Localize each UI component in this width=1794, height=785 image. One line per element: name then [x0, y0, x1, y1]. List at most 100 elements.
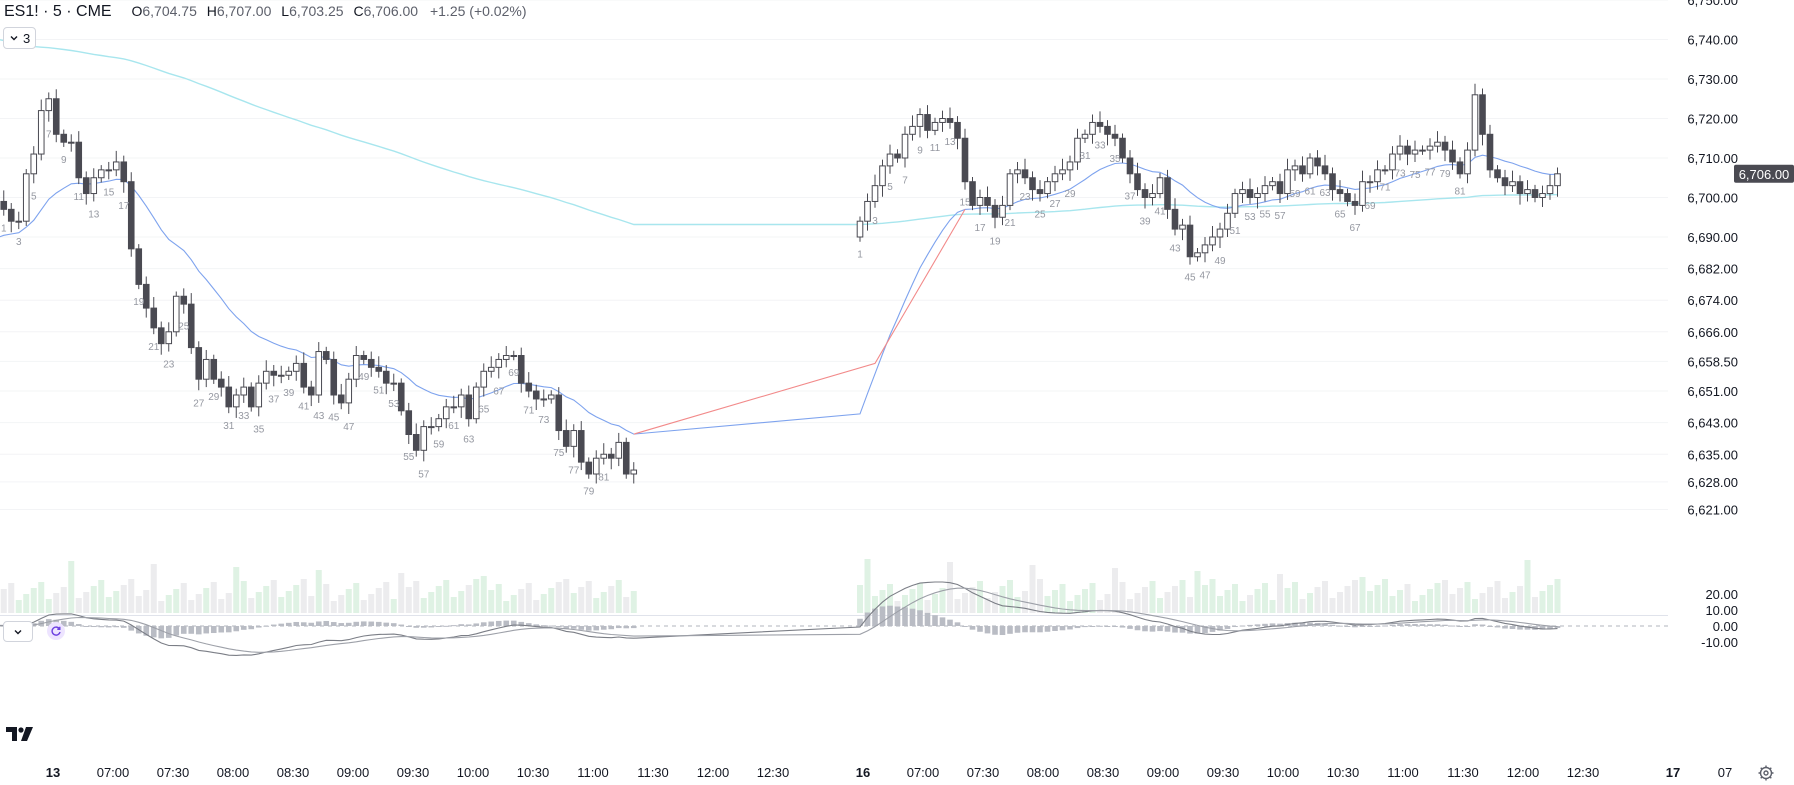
- symbol-title[interactable]: ES1! · 5 · CME: [4, 3, 112, 20]
- macd-histogram-bar: [1232, 626, 1238, 628]
- price-axis[interactable]: 6,750.00 6,740.00 6,730.00 6,720.00 6,710.00…: [1687, 0, 1738, 518]
- macd-histogram-bar: [150, 626, 157, 638]
- candle-body: [1231, 193, 1239, 214]
- candle-body: [1074, 137, 1081, 163]
- candle-body: [924, 114, 931, 131]
- candle-body: [480, 370, 488, 388]
- bar-count-label: 57: [418, 469, 430, 480]
- time-tick-label: 08:30: [277, 765, 310, 780]
- volume-bar: [1007, 580, 1013, 613]
- candle-body: [292, 362, 300, 372]
- macd-histogram-bar: [939, 617, 946, 626]
- volume-bar: [570, 593, 577, 613]
- macd-pane-toggle-button[interactable]: [3, 621, 33, 642]
- candle-body: [352, 355, 360, 380]
- volume-bar: [338, 595, 345, 613]
- volume-bar: [360, 600, 367, 613]
- volume-bar: [1442, 580, 1448, 613]
- macd-histogram-bar: [1277, 623, 1283, 626]
- volume-bar: [510, 595, 517, 613]
- macd-histogram-bar: [255, 626, 262, 628]
- candle-body: [1419, 149, 1426, 152]
- macd-histogram-bar: [510, 620, 517, 626]
- volume-bar: [1157, 598, 1163, 613]
- bar-count-label: 77: [568, 465, 580, 476]
- macd-histogram-bar: [383, 622, 390, 626]
- macd-histogram-bar: [917, 610, 923, 626]
- bar-count-label: 3: [16, 237, 22, 248]
- macd-histogram-bar: [1524, 626, 1531, 630]
- volume-bar: [150, 564, 157, 613]
- candle-body: [1329, 173, 1336, 191]
- macd-histogram-bar: [1089, 626, 1096, 627]
- volume-bar: [15, 600, 22, 613]
- macd-histogram-bar: [495, 620, 502, 626]
- volume-bar: [233, 567, 240, 613]
- candle-body: [112, 161, 120, 171]
- macd-histogram-bar: [120, 626, 127, 628]
- indicators-collapse-button[interactable]: 3: [3, 27, 37, 49]
- macd-refresh-button[interactable]: [47, 622, 65, 640]
- candle-body: [15, 220, 23, 223]
- macd-histogram-bar: [1329, 624, 1336, 626]
- volume-bar: [465, 585, 472, 613]
- candle-body: [90, 177, 98, 195]
- candle-body: [330, 358, 338, 396]
- candle-body: [1494, 169, 1501, 179]
- volume-bar: [38, 582, 45, 613]
- macd-histogram-bar: [879, 606, 886, 626]
- volume-bar: [23, 594, 30, 613]
- macd-histogram-bar: [540, 625, 547, 627]
- time-tick-label: 17: [1666, 765, 1680, 780]
- macd-histogram-bar: [924, 612, 931, 626]
- macd-tick-label: 20.00: [1705, 587, 1738, 602]
- macd-histogram-bar: [932, 615, 938, 626]
- volume-bar: [1329, 598, 1336, 613]
- time-tick-label: 07:00: [907, 765, 940, 780]
- bar-count-label: 15: [959, 198, 971, 209]
- candle-body: [75, 141, 83, 179]
- volume-bar: [135, 596, 142, 613]
- price-tick-label: 6,720.00: [1687, 112, 1738, 127]
- time-axis[interactable]: 13 07:00 07:30 08:00 08:30 09:00 09:30 10:00 10:…: [46, 765, 1732, 780]
- bar-count-label: 55: [403, 452, 415, 463]
- volume-bar: [353, 583, 360, 613]
- macd-histogram-bar: [947, 619, 953, 626]
- candle-body: [367, 358, 375, 368]
- candle-body: [1254, 193, 1261, 199]
- macd-histogram-bar: [1157, 626, 1163, 632]
- bar-count-label: 35: [1109, 154, 1121, 165]
- candle-body: [991, 204, 999, 218]
- volume-bar: [1254, 589, 1261, 613]
- macd-histogram-bar: [1464, 626, 1471, 627]
- macd-histogram-bar: [563, 626, 570, 629]
- tradingview-logo-icon[interactable]: [6, 727, 36, 741]
- candle-body: [1291, 165, 1299, 171]
- macd-histogram-bar: [1419, 624, 1426, 626]
- bar-count-label: 63: [1319, 188, 1331, 199]
- candle-body: [217, 378, 225, 388]
- price-tick-label: 6,710.00: [1687, 151, 1738, 166]
- volume-bar: [962, 593, 968, 613]
- volume-bar: [1164, 592, 1171, 613]
- macd-histogram-bar: [1082, 626, 1088, 628]
- settings-gear-icon[interactable]: [1757, 764, 1775, 782]
- volume-bar: [1352, 580, 1358, 613]
- macd-histogram-bar: [390, 623, 397, 626]
- volume-bar: [902, 595, 908, 613]
- volume-bar: [563, 579, 570, 613]
- bar-count-label: 29: [1064, 189, 1076, 200]
- macd-histogram-bar: [1412, 624, 1418, 626]
- candle-body: [1051, 173, 1059, 183]
- bar-count-label: 13: [944, 137, 956, 148]
- volume-bar: [1134, 593, 1141, 613]
- macd-histogram-bar: [105, 626, 112, 628]
- refresh-icon: [51, 626, 61, 636]
- macd-histogram-bar: [368, 621, 375, 626]
- volume-bar: [1314, 587, 1321, 613]
- volume-bar: [887, 584, 893, 613]
- candle-body: [1179, 224, 1186, 230]
- chevron-down-icon: [14, 629, 22, 634]
